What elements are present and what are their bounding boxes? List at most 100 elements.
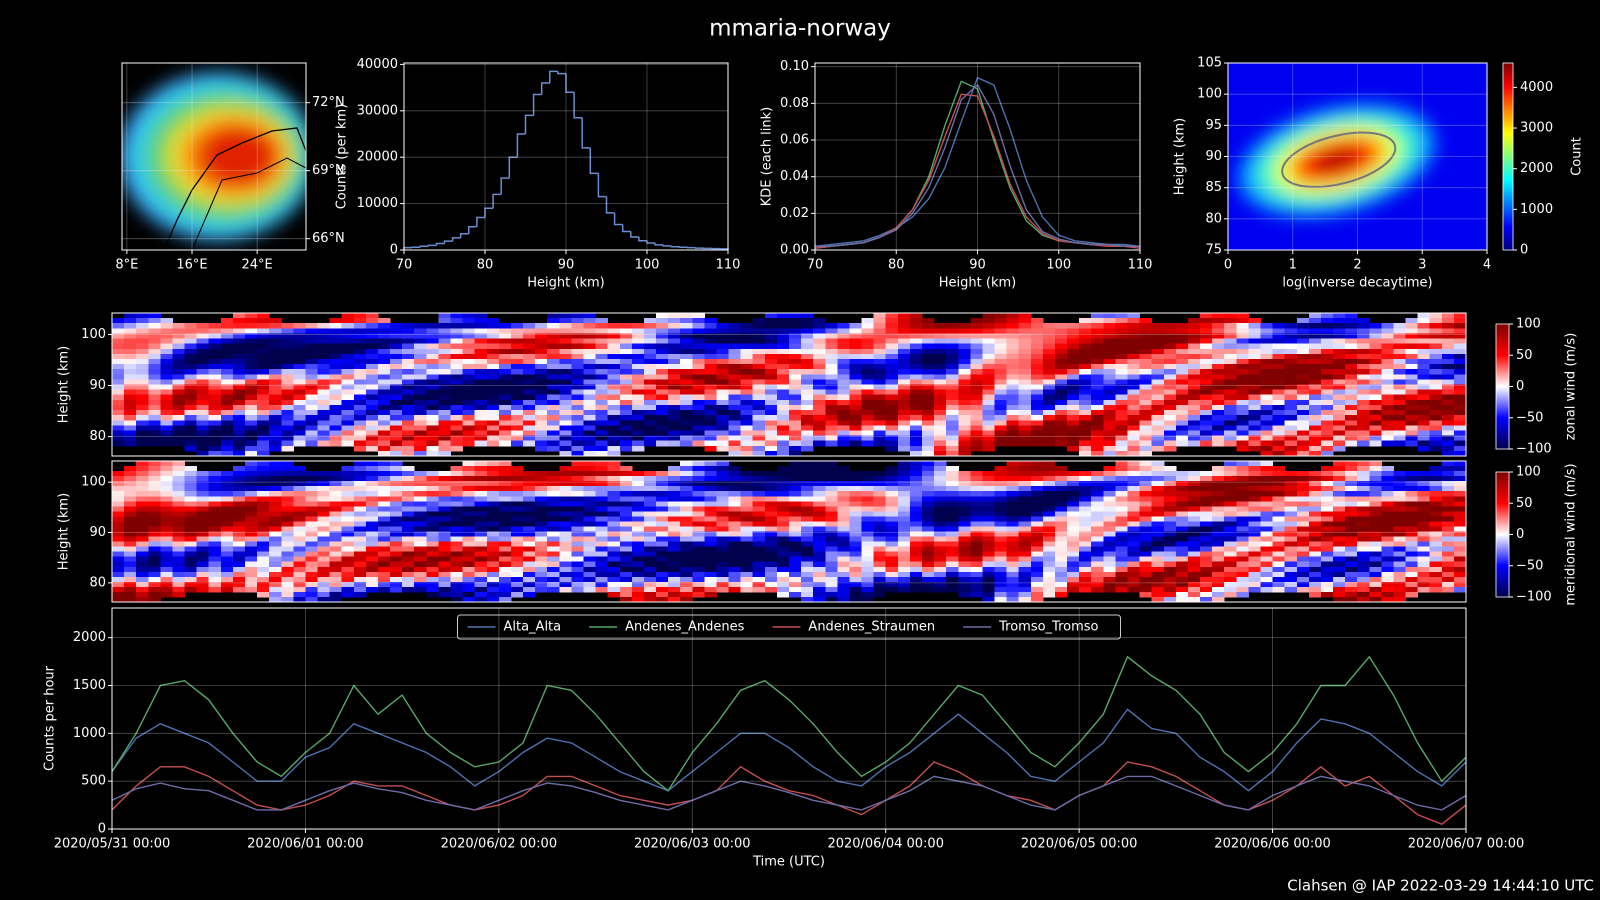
heatmap-cell (680, 476, 693, 482)
heatmap-cell (414, 496, 427, 502)
heatmap-cell (341, 379, 355, 385)
heatmap-cell (1381, 415, 1394, 421)
heatmap-cell (740, 348, 754, 355)
heatmap-cell (353, 338, 367, 345)
heatmap-cell (643, 521, 657, 527)
heatmap-cell (934, 486, 947, 492)
heatmap-cell (680, 581, 693, 588)
heatmap-cell (1417, 445, 1431, 452)
heatmap-cell (257, 566, 270, 573)
heatmap-cell (172, 531, 186, 538)
heatmap-cell (813, 338, 826, 345)
heatmap-cell (849, 379, 863, 385)
heatmap-cell (1127, 415, 1141, 421)
heatmap-cell (329, 481, 343, 487)
heatmap-cell (136, 511, 149, 517)
heatmap-cell (414, 481, 427, 487)
heatmap-cell (1333, 333, 1346, 340)
heatmap-cell (390, 358, 403, 365)
heatmap-cell (825, 369, 838, 375)
heatmap-cell (148, 536, 161, 543)
heatmap-cell (631, 389, 645, 396)
heatmap-cell (402, 410, 415, 416)
heatmap-cell (776, 486, 790, 492)
heatmap-cell (426, 415, 439, 421)
heatmap-cell (776, 364, 790, 370)
heatmap-cell (583, 394, 597, 401)
heatmap-cell (257, 318, 270, 324)
heatmap-cell (1393, 374, 1407, 380)
heatmap-cell (571, 374, 584, 380)
heatmap-cell (740, 546, 754, 553)
heatmap-cell (184, 571, 198, 578)
heatmap-cell (208, 410, 222, 416)
heatmap-cell (631, 506, 645, 512)
heatmap-cell (232, 576, 246, 583)
heatmap-cell (643, 471, 657, 477)
heatmap-cell (631, 496, 645, 502)
heatmap-cell (643, 581, 657, 588)
heatmap-cell (789, 318, 802, 324)
heatmap-cell (728, 328, 742, 334)
heatmap-cell (1393, 440, 1407, 447)
heatmap-cell (716, 466, 730, 472)
heatmap-cell (377, 576, 391, 583)
heatmap-cell (1018, 348, 1032, 355)
heatmap-cell (317, 596, 331, 602)
heatmap-cell (341, 496, 355, 502)
heatmap-cell (1042, 379, 1056, 385)
heatmap-cell (970, 323, 983, 329)
heatmap-cell (716, 556, 730, 563)
y-axis-label: Counts (per km) (335, 104, 350, 210)
heatmap-cell (559, 399, 572, 406)
heatmap-cell (305, 430, 319, 437)
heatmap-cell (789, 328, 802, 334)
heatmap-cell (656, 343, 669, 350)
heatmap-cell (414, 379, 427, 385)
heatmap-cell (281, 404, 294, 411)
heatmap-cell (728, 394, 742, 401)
heatmap-cell (631, 399, 645, 406)
heatmap-cell (861, 440, 875, 447)
heatmap-cell (873, 591, 887, 598)
heatmap-cell (607, 506, 621, 512)
heatmap-cell (1381, 343, 1394, 350)
heatmap-cell (1151, 410, 1165, 416)
heatmap-cell (559, 435, 572, 442)
heatmap-cell (934, 445, 947, 452)
heatmap-cell (776, 526, 790, 532)
heatmap-cell (450, 481, 464, 487)
heatmap-cell (329, 348, 343, 355)
heatmap-cell (668, 496, 681, 502)
heatmap-cell (801, 430, 814, 437)
heatmap-cell (341, 466, 355, 472)
heatmap-cell (837, 440, 850, 447)
heatmap-cell (281, 546, 294, 553)
heatmap-cell (861, 561, 875, 568)
heatmap-cell (1212, 440, 1225, 447)
heatmap-cell (583, 546, 597, 553)
heatmap-cell (136, 486, 149, 492)
heatmap-cell (547, 481, 560, 487)
heatmap-cell (281, 399, 294, 406)
heatmap-cell (946, 399, 959, 406)
heatmap-cell (474, 521, 488, 527)
heatmap-cell (208, 425, 222, 431)
heatmap-cell (873, 420, 887, 426)
heatmap-cell (764, 440, 778, 447)
heatmap-cell (172, 546, 186, 553)
heatmap-cell (196, 425, 210, 431)
heatmap-cell (740, 364, 754, 370)
heatmap-cell (607, 491, 621, 497)
heatmap-cell (353, 556, 367, 563)
heatmap-cell (861, 358, 875, 365)
histogram-step (500, 177, 510, 195)
heatmap-cell (269, 415, 282, 421)
heatmap-cell (619, 440, 633, 447)
heatmap-cell (631, 369, 645, 375)
heatmap-cell (232, 571, 246, 578)
heatmap-cell (462, 404, 476, 411)
heatmap-cell (365, 353, 379, 360)
heatmap-cell (982, 343, 996, 350)
heatmap-cell (426, 389, 439, 396)
